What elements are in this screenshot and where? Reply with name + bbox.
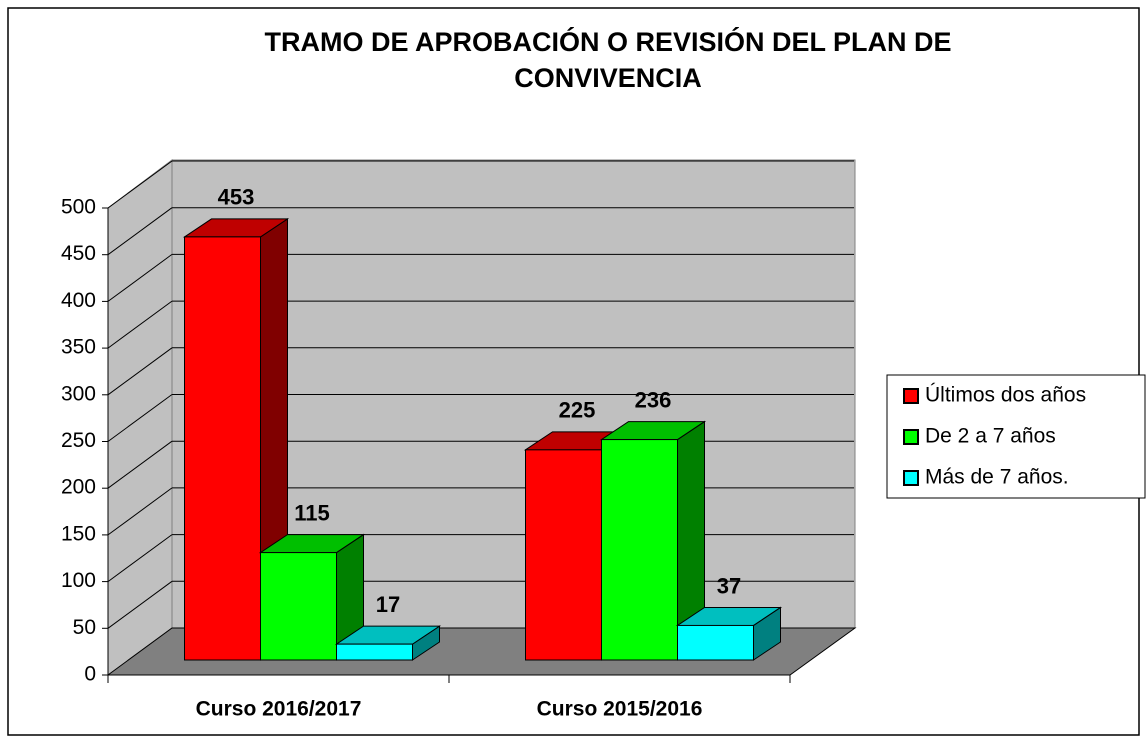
legend-swatch bbox=[903, 470, 919, 486]
data-label: 115 bbox=[294, 500, 330, 525]
grid-line bbox=[107, 347, 173, 396]
y-tick-label: 100 bbox=[61, 569, 96, 592]
y-tick-label: 200 bbox=[61, 476, 96, 499]
y-tick-label: 500 bbox=[61, 196, 96, 219]
grid-line bbox=[107, 300, 173, 349]
grid-line bbox=[107, 487, 173, 536]
grid-line bbox=[107, 160, 173, 209]
legend-label: De 2 a 7 años bbox=[925, 425, 1056, 448]
chart-title: CONVIVENCIA bbox=[514, 63, 702, 93]
y-tick-label: 350 bbox=[61, 336, 96, 359]
legend-label: Más de 7 años. bbox=[925, 466, 1069, 489]
grid-line bbox=[107, 440, 173, 489]
legend-swatch bbox=[903, 388, 919, 404]
y-tick-label: 250 bbox=[61, 429, 96, 452]
y-tick-label: 400 bbox=[61, 289, 96, 312]
grid-line bbox=[107, 253, 173, 302]
bar bbox=[677, 624, 754, 661]
bar bbox=[260, 552, 337, 661]
bar bbox=[336, 643, 413, 661]
y-tick-label: 450 bbox=[61, 242, 96, 265]
data-label: 236 bbox=[635, 387, 672, 412]
legend-box bbox=[886, 374, 1146, 499]
grid-line bbox=[107, 580, 173, 629]
data-label: 37 bbox=[717, 573, 741, 598]
data-label: 225 bbox=[559, 398, 596, 423]
grid-line bbox=[107, 207, 173, 256]
x-tick-label: Curso 2015/2016 bbox=[537, 698, 703, 721]
bar bbox=[525, 449, 602, 661]
x-tick-label: Curso 2016/2017 bbox=[196, 698, 362, 721]
grid-line bbox=[107, 534, 173, 583]
data-label: 17 bbox=[376, 592, 400, 617]
chart-title: TRAMO DE APROBACIÓN O REVISIÓN DEL PLAN … bbox=[264, 26, 951, 57]
legend-swatch bbox=[903, 429, 919, 445]
legend-label: Últimos dos años bbox=[925, 384, 1086, 407]
y-tick-label: 50 bbox=[73, 616, 96, 639]
y-tick-label: 0 bbox=[84, 663, 96, 686]
y-tick-label: 150 bbox=[61, 522, 96, 545]
data-label: 453 bbox=[218, 185, 255, 210]
y-tick-label: 300 bbox=[61, 382, 96, 405]
bar bbox=[184, 236, 261, 661]
bar bbox=[601, 439, 678, 661]
grid-line bbox=[107, 394, 173, 442]
